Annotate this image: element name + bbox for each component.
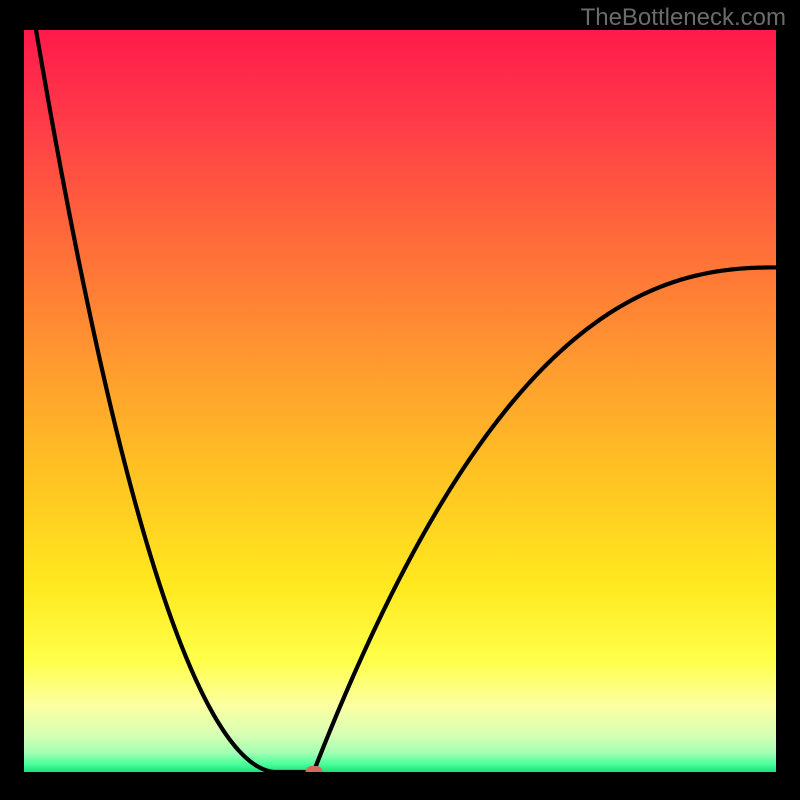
bottleneck-curve xyxy=(24,30,776,772)
chart-plot-area xyxy=(24,30,776,772)
watermark-text: TheBottleneck.com xyxy=(581,4,786,32)
optimum-marker xyxy=(305,766,322,772)
